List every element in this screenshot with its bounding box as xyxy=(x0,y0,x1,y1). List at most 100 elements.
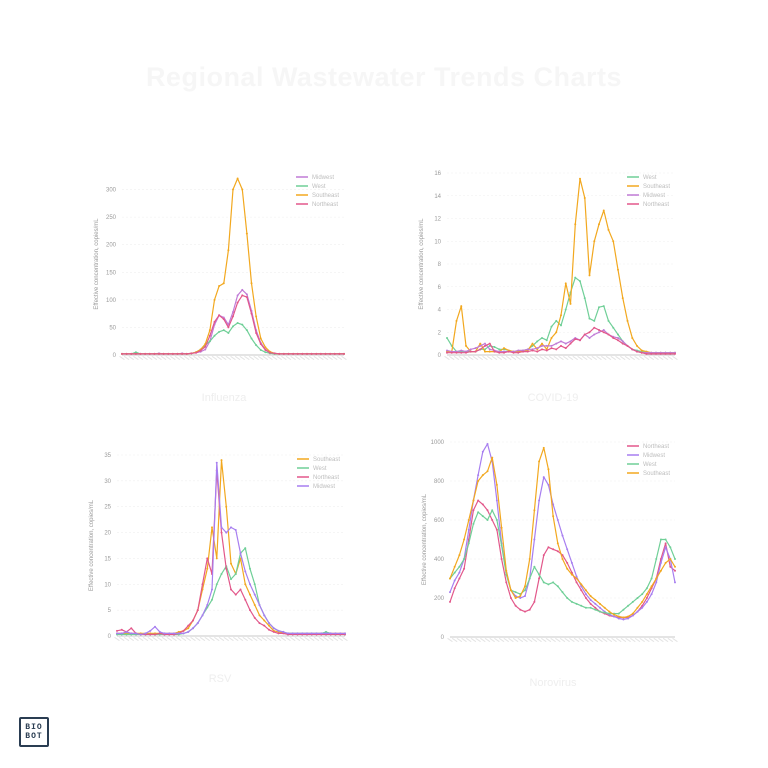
data-point xyxy=(239,552,242,555)
x-tick xyxy=(267,355,273,361)
y-tick-label: 0 xyxy=(438,353,442,359)
x-tick xyxy=(644,637,650,643)
data-point xyxy=(125,633,128,636)
data-point xyxy=(528,577,531,580)
data-point xyxy=(580,604,583,607)
data-point xyxy=(588,274,591,277)
biobot-logo: BIO BOT xyxy=(19,717,49,747)
x-tick xyxy=(157,636,163,642)
data-point xyxy=(190,352,193,355)
data-point xyxy=(488,348,491,351)
legend-entry: Midwest xyxy=(312,175,334,181)
data-point xyxy=(225,567,228,570)
legend-entry: Midwest xyxy=(643,193,665,199)
x-tick xyxy=(611,637,617,643)
series-line xyxy=(122,294,344,355)
data-point xyxy=(613,613,616,616)
data-point xyxy=(617,617,620,620)
data-point xyxy=(158,352,160,355)
x-tick xyxy=(193,355,199,361)
data-point xyxy=(645,587,648,590)
data-point xyxy=(472,499,475,502)
data-point xyxy=(255,344,258,347)
x-tick xyxy=(327,355,333,361)
data-point xyxy=(498,348,501,351)
data-point xyxy=(245,329,248,332)
data-point xyxy=(222,329,225,332)
data-point xyxy=(519,597,522,599)
x-tick xyxy=(221,355,227,361)
data-point xyxy=(472,509,475,512)
x-tick xyxy=(337,636,343,642)
data-point xyxy=(564,347,567,350)
data-point xyxy=(528,608,531,611)
data-point xyxy=(236,294,239,297)
data-point xyxy=(458,565,461,568)
x-tick xyxy=(323,636,329,642)
data-point xyxy=(458,577,461,580)
y-tick-label: 200 xyxy=(106,243,117,249)
x-tick xyxy=(271,355,278,361)
x-tick xyxy=(461,637,467,643)
x-tick xyxy=(271,636,277,642)
x-tick xyxy=(653,637,659,643)
y-tick-label: 0 xyxy=(441,635,445,641)
data-point xyxy=(583,297,586,300)
data-point xyxy=(465,351,467,354)
x-tick xyxy=(142,636,149,642)
data-point xyxy=(282,630,285,633)
data-point xyxy=(176,352,179,355)
data-point xyxy=(545,349,548,352)
data-point xyxy=(463,538,466,541)
x-tick xyxy=(318,355,324,361)
x-tick xyxy=(577,355,583,361)
data-point xyxy=(514,604,517,607)
data-point xyxy=(278,352,281,355)
x-tick xyxy=(470,637,477,643)
x-tick xyxy=(487,355,493,361)
data-point xyxy=(560,340,562,343)
data-point xyxy=(232,315,234,318)
data-point xyxy=(469,350,472,353)
data-point xyxy=(655,352,657,355)
data-point xyxy=(225,531,228,534)
x-tick xyxy=(634,355,640,361)
data-point xyxy=(574,338,577,341)
data-point xyxy=(622,618,625,621)
data-point xyxy=(514,591,517,594)
x-tick xyxy=(662,355,669,361)
data-point xyxy=(130,632,133,635)
data-point xyxy=(310,632,313,635)
y-tick-label: 30 xyxy=(104,479,111,485)
x-tick xyxy=(526,637,533,643)
data-point xyxy=(301,352,304,355)
x-tick xyxy=(620,355,626,361)
y-tick-label: 14 xyxy=(434,194,441,200)
data-point xyxy=(584,597,587,599)
data-point xyxy=(120,632,123,635)
x-tick xyxy=(506,355,512,361)
data-point xyxy=(645,352,648,355)
data-point xyxy=(268,624,270,627)
data-point xyxy=(258,603,261,606)
data-point xyxy=(607,228,610,231)
data-point xyxy=(608,612,611,615)
series-line xyxy=(122,289,344,355)
y-tick-label: 10 xyxy=(104,582,111,588)
data-point xyxy=(555,342,558,345)
data-point xyxy=(154,625,156,628)
data-point xyxy=(564,342,567,345)
data-point xyxy=(566,561,569,564)
data-point xyxy=(524,589,526,592)
x-tick xyxy=(179,355,185,361)
data-point xyxy=(196,609,199,612)
data-point xyxy=(472,522,475,525)
x-tick xyxy=(342,636,348,642)
x-tick xyxy=(494,637,500,643)
data-point xyxy=(218,285,221,288)
legend-entry: Southeast xyxy=(643,184,670,190)
data-point xyxy=(199,349,202,352)
data-point xyxy=(282,352,285,355)
data-point xyxy=(674,581,676,584)
data-point xyxy=(181,352,184,355)
